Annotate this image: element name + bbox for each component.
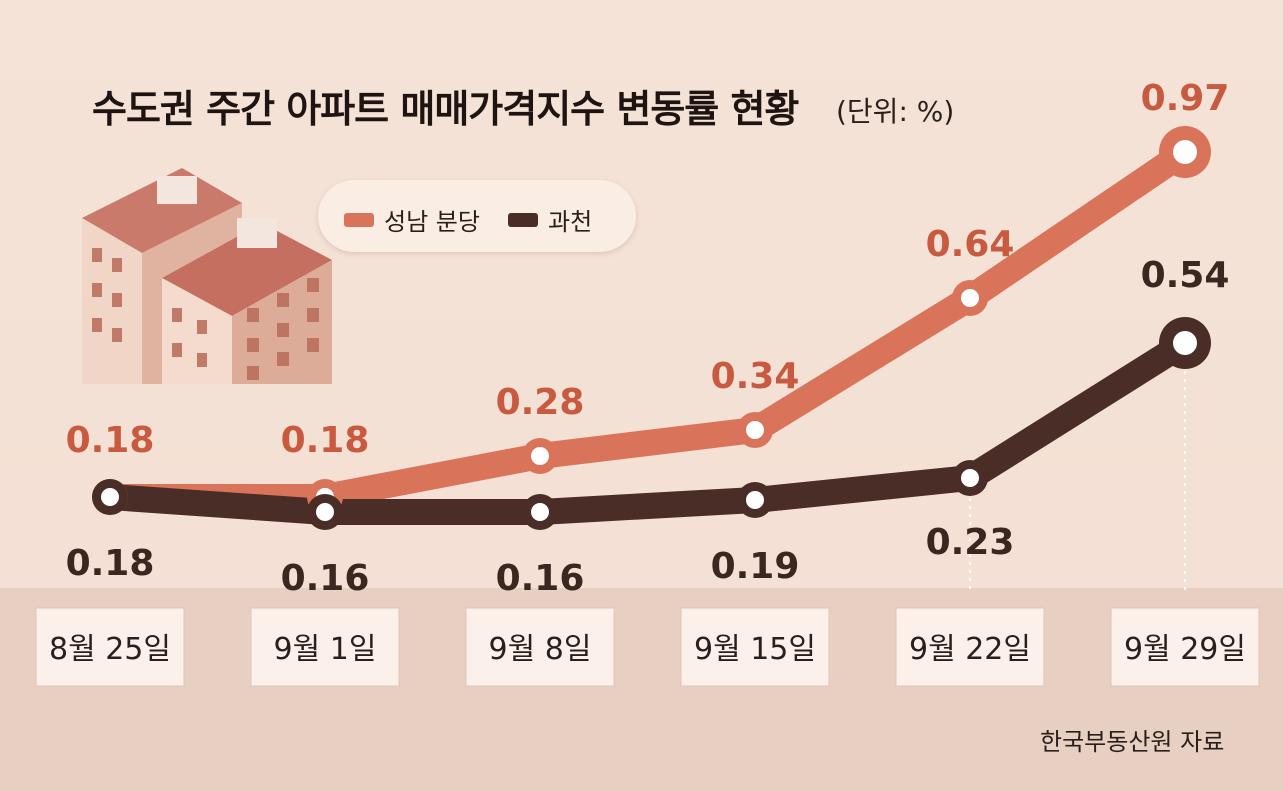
- x-tick-box: 9월 22일: [895, 607, 1045, 687]
- legend-item-seongnam: 성남 분당: [344, 202, 480, 237]
- data-point-center: [961, 469, 979, 487]
- x-tick-bg: [680, 607, 830, 687]
- x-tick-bg: [250, 607, 400, 687]
- x-tick-box: 8월 25일: [35, 607, 185, 687]
- x-tick-label: 9월 8일: [489, 632, 592, 667]
- x-tick-bg: [1110, 607, 1260, 687]
- x-tick-label: 9월 15일: [694, 632, 816, 667]
- legend-label-seongnam: 성남 분당: [384, 208, 480, 236]
- data-point-center: [316, 503, 334, 521]
- x-tick-label: 9월 29일: [1124, 632, 1246, 667]
- x-tick-label: 9월 22일: [909, 632, 1031, 667]
- date-band: [0, 588, 1283, 791]
- data-label: 0.16: [496, 558, 585, 599]
- data-label: 0.23: [926, 522, 1015, 563]
- data-label: 0.64: [926, 224, 1015, 265]
- data-label: 0.34: [711, 356, 800, 397]
- x-tick-label: 9월 1일: [274, 632, 377, 667]
- data-point-center: [531, 447, 549, 465]
- x-tick-bg: [35, 607, 185, 687]
- x-tick-box: 9월 1일: [250, 607, 400, 687]
- x-tick-bg: [895, 607, 1045, 687]
- chart-title: 수도권 주간 아파트 매매가격지수 변동률 현황: [92, 87, 799, 131]
- data-label: 0.19: [711, 546, 800, 587]
- x-tick-box: 9월 29일: [1110, 607, 1260, 687]
- data-label: 0.97: [1141, 78, 1230, 119]
- data-point-center: [531, 503, 549, 521]
- legend-item-gwacheon: 과천: [508, 202, 592, 237]
- data-label: 0.18: [66, 543, 155, 584]
- data-point-center: [101, 488, 119, 506]
- data-label: 0.18: [281, 420, 370, 461]
- series-line-gwacheon: [97, 330, 1198, 525]
- apartment-building-icon: [82, 168, 332, 384]
- data-point-center: [746, 421, 764, 439]
- x-tick-box: 9월 15일: [680, 607, 830, 687]
- legend-swatch-gwacheon: [508, 212, 538, 227]
- source-note: 한국부동산원 자료: [1040, 728, 1225, 756]
- data-label: 0.16: [281, 558, 370, 599]
- legend-label-gwacheon: 과천: [548, 208, 593, 236]
- x-tick-box: 9월 8일: [465, 607, 615, 687]
- legend-swatch-seongnam: [344, 212, 374, 227]
- unit-label: (단위: %): [836, 95, 955, 128]
- data-label: 0.54: [1141, 255, 1230, 296]
- data-label: 0.18: [66, 420, 155, 461]
- data-label: 0.28: [496, 382, 585, 423]
- data-point-center: [961, 289, 979, 307]
- data-point-center: [1173, 331, 1197, 355]
- legend: 성남 분당 과천: [318, 180, 636, 252]
- data-point-center: [1173, 140, 1197, 164]
- data-point-center: [746, 491, 764, 509]
- x-tick-bg: [465, 607, 615, 687]
- x-tick-label: 8월 25일: [49, 632, 171, 667]
